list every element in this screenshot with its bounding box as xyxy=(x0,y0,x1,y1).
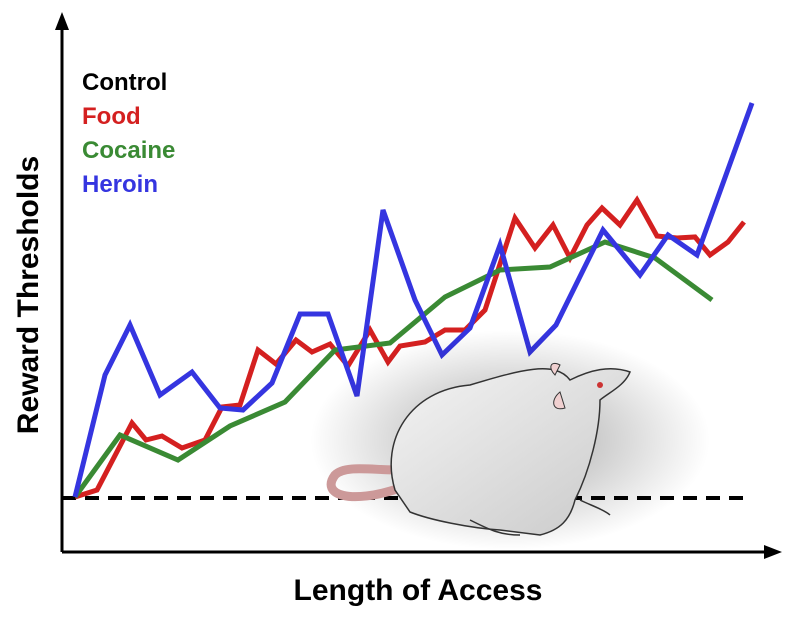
legend-label: Heroin xyxy=(82,171,158,198)
legend-label: Food xyxy=(82,103,141,130)
series-line xyxy=(72,239,714,499)
legend-label: Control xyxy=(82,69,167,96)
x-axis-label: Length of Access xyxy=(294,574,543,607)
x-axis-arrow xyxy=(764,545,782,559)
y-axis-arrow xyxy=(55,12,69,30)
legend-label: Cocaine xyxy=(82,137,175,164)
series-line xyxy=(72,102,755,498)
y-axis-label: Reward Thresholds xyxy=(12,156,45,434)
rat-illustration xyxy=(310,330,710,550)
legend: Control Food Cocaine Heroin xyxy=(82,69,175,198)
